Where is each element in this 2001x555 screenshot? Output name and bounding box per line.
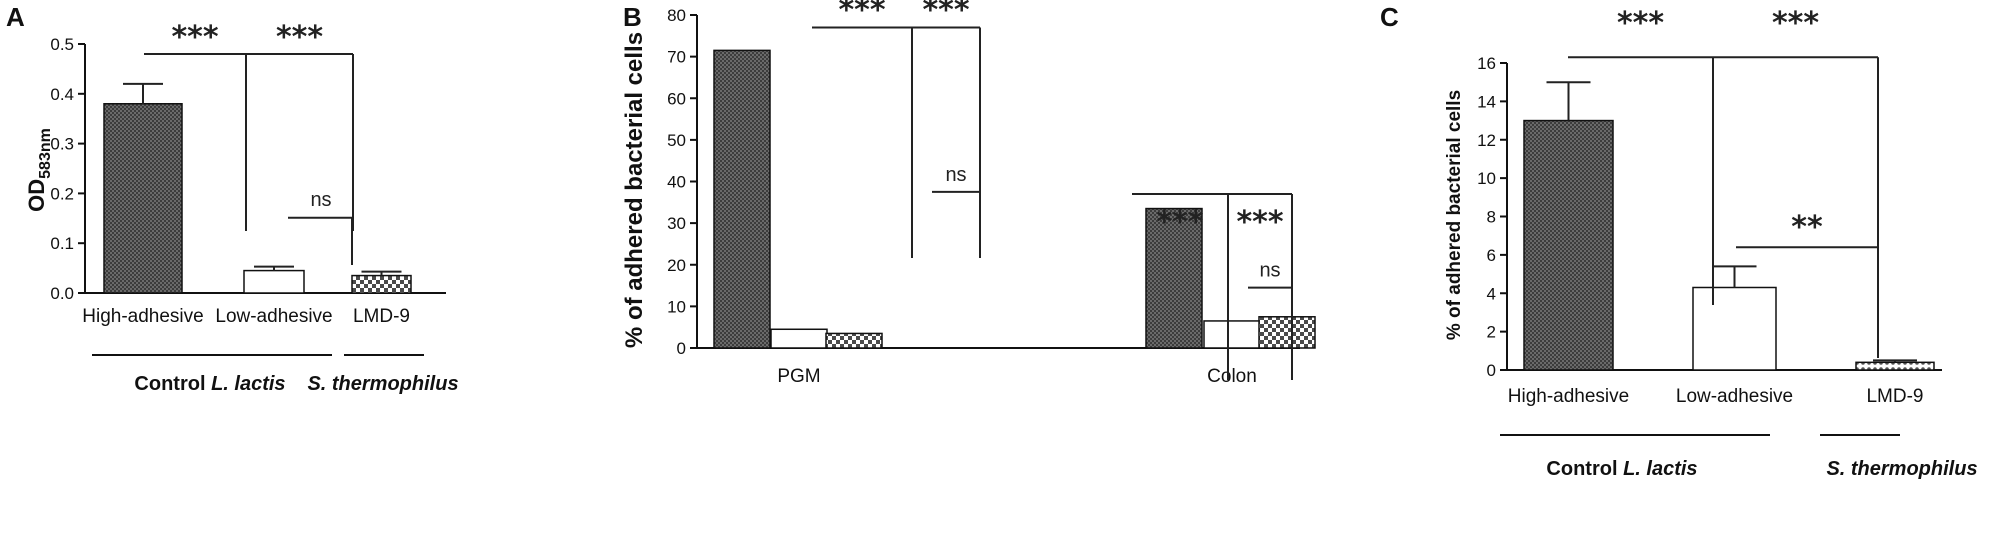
significance-label: *** (1156, 205, 1203, 240)
x-category-label: High-adhesive (1508, 386, 1629, 407)
group-label: Control L. lactis (1546, 458, 1697, 480)
significance-label: *** (276, 20, 323, 55)
panel-letter-a: A (6, 2, 25, 32)
y-tick-label: 0.0 (50, 284, 74, 303)
y-tick-label: 6 (1487, 246, 1496, 265)
significance-label: ns (1259, 260, 1280, 282)
y-tick-label: 30 (667, 214, 686, 233)
y-tick-label: 0.3 (50, 135, 74, 154)
bar (1855, 361, 1935, 371)
significance-label: *** (838, 0, 885, 28)
significance-label: ** (1791, 210, 1823, 245)
y-tick-label: 10 (667, 297, 686, 316)
y-tick-label: 8 (1487, 208, 1496, 227)
x-category-label: High-adhesive (82, 306, 203, 327)
y-tick-label: 14 (1477, 92, 1496, 111)
x-category-label: PGM (777, 366, 820, 387)
y-tick-label: 12 (1477, 131, 1496, 150)
y-tick-label: 0.5 (50, 35, 74, 54)
bar (1145, 207, 1203, 349)
y-tick-label: 10 (1477, 169, 1496, 188)
y-tick-label: 16 (1477, 54, 1496, 73)
panel-letter-c: C (1380, 2, 1399, 32)
y-tick-label: 0 (1487, 361, 1496, 380)
y-tick-label: 50 (667, 131, 686, 150)
significance-label: ns (310, 189, 331, 211)
chart-panel-b: 0 10 20 30 40 50 60 70 80 % of adhered bacterial … (621, 0, 1316, 387)
y-tick-label: 40 (667, 173, 686, 192)
x-category-label: Colon (1207, 366, 1257, 387)
bar (825, 332, 883, 349)
group-label: S. thermophilus (1826, 458, 1977, 480)
bar (1203, 320, 1261, 349)
group-label: Control L. lactis (134, 373, 285, 395)
y-tick-label: 0.2 (50, 184, 74, 203)
significance-label: *** (1772, 6, 1819, 41)
chart-panel-c: 0 2 4 6 8 10 12 14 16 % of adhered bacterial cell… (1444, 6, 1978, 480)
y-axis-label: % of adhered bacterial cells (1444, 90, 1465, 340)
y-axis-label-subscript: 583nm (37, 128, 54, 179)
bar (103, 103, 183, 294)
y-tick-label: 0.1 (50, 234, 74, 253)
y-tick-label: 80 (667, 6, 686, 25)
bar (770, 328, 828, 349)
x-category-label: LMD-9 (353, 306, 410, 327)
bar (1258, 316, 1316, 349)
group-label: S. thermophilus (307, 373, 458, 395)
bar (1523, 119, 1614, 371)
x-category-label: Low-adhesive (215, 306, 332, 327)
panel-letter-b: B (623, 2, 642, 32)
x-category-label: Low-adhesive (1676, 386, 1793, 407)
y-tick-label: 4 (1487, 284, 1496, 303)
significance-label: *** (171, 20, 218, 55)
y-axis-label: % of adhered bacterial cells (621, 32, 648, 348)
group-label-italic: L. lactis (1623, 458, 1697, 480)
x-category-label: LMD-9 (1866, 386, 1923, 407)
significance-label: *** (1236, 205, 1283, 240)
bar (1692, 286, 1777, 371)
significance-label: ns (945, 164, 966, 186)
bar (713, 49, 771, 349)
y-tick-label: 0 (677, 339, 686, 358)
bar (243, 269, 305, 294)
y-tick-label: 0.4 (50, 85, 74, 104)
significance-label: *** (1617, 6, 1664, 41)
y-tick-label: 60 (667, 89, 686, 108)
y-tick-label: 2 (1487, 323, 1496, 342)
group-label-italic: L. lactis (211, 373, 285, 395)
y-tick-label: 20 (667, 256, 686, 275)
bar (351, 274, 412, 294)
significance-label: *** (922, 0, 969, 28)
y-tick-label: 70 (667, 48, 686, 67)
